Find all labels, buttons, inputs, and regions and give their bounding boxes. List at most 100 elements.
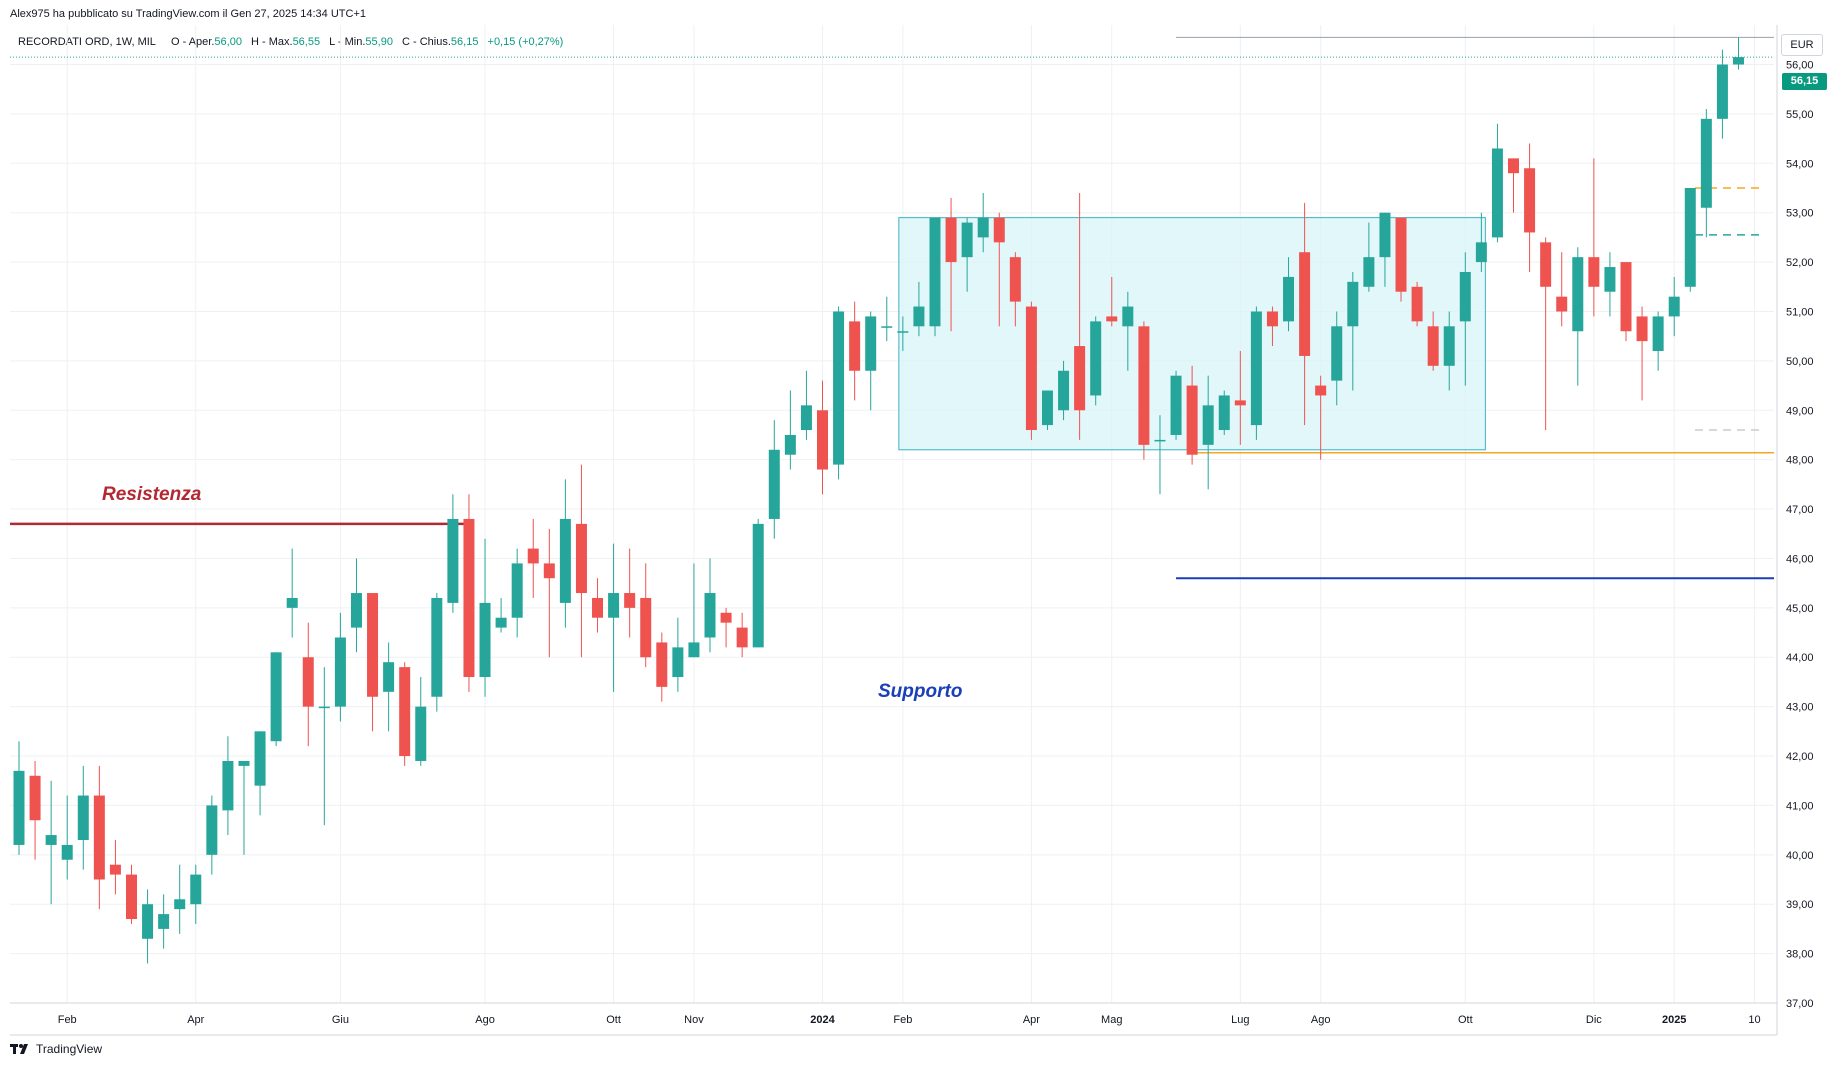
open-label: O - Aper. xyxy=(170,36,215,48)
candle-body xyxy=(1154,439,1166,442)
candle-body xyxy=(29,775,41,821)
candle xyxy=(350,558,362,653)
candle xyxy=(1058,360,1070,421)
candle-body xyxy=(656,642,668,687)
candle-body xyxy=(1090,321,1102,396)
currency-button[interactable]: EUR xyxy=(1781,34,1823,56)
candle xyxy=(1025,301,1037,440)
candle xyxy=(1202,375,1214,490)
candle xyxy=(1299,202,1311,426)
candle-body xyxy=(1283,276,1295,322)
candle xyxy=(13,741,25,855)
candle-body xyxy=(1556,296,1568,312)
candle-body xyxy=(1347,281,1359,327)
candle-body xyxy=(1331,326,1343,381)
candle xyxy=(1620,262,1632,342)
candle xyxy=(1443,311,1455,391)
candle xyxy=(543,528,555,658)
candle-body xyxy=(1186,385,1198,455)
candle-body xyxy=(511,563,523,618)
candle-body xyxy=(174,899,186,910)
candle xyxy=(1379,212,1391,287)
y-tick-label: 37,00 xyxy=(1786,998,1814,1010)
candle-body xyxy=(463,518,475,677)
candle-body xyxy=(1170,375,1182,435)
candle xyxy=(752,518,764,648)
x-tick-label: Ott xyxy=(1458,1014,1473,1026)
candle xyxy=(1074,192,1086,440)
candle xyxy=(672,617,684,692)
y-tick-label: 53,00 xyxy=(1786,208,1814,220)
y-tick-label: 46,00 xyxy=(1786,553,1814,565)
candle xyxy=(61,795,73,880)
candle xyxy=(511,548,523,638)
candle-body xyxy=(1604,267,1616,292)
x-tick-label: 10 xyxy=(1748,1014,1760,1026)
candle-body xyxy=(1106,316,1118,322)
close-label: C - Chius. xyxy=(402,36,451,48)
candle-body xyxy=(1074,346,1086,411)
candle xyxy=(1331,311,1343,406)
candle-body xyxy=(527,548,539,564)
candle xyxy=(270,652,282,747)
symbol-label[interactable]: RECORDATI ORD, 1W, MIL xyxy=(18,36,156,48)
brand-name: TradingView xyxy=(36,1042,103,1056)
y-tick-label: 56,00 xyxy=(1786,60,1814,72)
axes-layer: 37,00 38,00 39,00 40,00 41,00 42,00 43,00 44,00… xyxy=(10,25,1814,1036)
candle xyxy=(720,607,732,648)
candle xyxy=(1234,351,1246,445)
candle xyxy=(302,622,314,747)
candle xyxy=(415,677,427,766)
candle-body xyxy=(993,217,1005,243)
candle xyxy=(881,296,893,342)
candle xyxy=(945,197,957,332)
x-tick-label: Ago xyxy=(1311,1014,1331,1026)
candle-body xyxy=(624,593,636,608)
candle-body xyxy=(350,593,362,628)
candle xyxy=(897,316,909,351)
y-tick-label: 41,00 xyxy=(1786,800,1814,812)
candle-body xyxy=(1395,217,1407,292)
candle-body xyxy=(1218,395,1230,431)
candle-body xyxy=(158,914,170,929)
candle-body xyxy=(206,805,218,855)
y-tick-label: 52,00 xyxy=(1786,257,1814,269)
candle xyxy=(190,864,202,924)
candle-body xyxy=(1250,311,1262,426)
candle xyxy=(142,889,154,964)
candle-body xyxy=(1009,257,1021,302)
candle xyxy=(254,731,266,816)
candle xyxy=(399,662,411,766)
candle-body xyxy=(672,647,684,677)
candle-body xyxy=(383,662,395,692)
candle xyxy=(1315,375,1327,460)
candle-body xyxy=(1700,118,1712,208)
open-value: 56,00 xyxy=(214,36,242,48)
x-tick-label: 2025 xyxy=(1662,1014,1686,1026)
candle xyxy=(334,612,346,722)
publisher-caption: Alex975 ha pubblicato su TradingView.com… xyxy=(10,8,366,20)
y-tick-label: 51,00 xyxy=(1786,306,1814,318)
x-tick-label: Feb xyxy=(58,1014,77,1026)
candle-body xyxy=(543,563,555,579)
candle-body xyxy=(125,874,137,920)
tradingview-brand[interactable]: TradingView xyxy=(10,1042,102,1056)
x-tick-label: Giu xyxy=(332,1014,349,1026)
x-tick-label: Lug xyxy=(1231,1014,1249,1026)
candle-body xyxy=(897,331,909,333)
change-value: +0,15 (+0,27%) xyxy=(487,36,564,48)
candle-body xyxy=(1540,242,1552,287)
x-tick-label: Mag xyxy=(1101,1014,1122,1026)
candle-body xyxy=(817,410,828,470)
candle xyxy=(1347,271,1359,391)
candle-body xyxy=(415,706,427,761)
candle-body xyxy=(61,844,73,860)
candle xyxy=(1588,158,1600,317)
candle xyxy=(865,311,877,411)
candle-body xyxy=(1620,262,1632,332)
candle xyxy=(463,494,475,692)
close-value: 56,15 xyxy=(450,36,479,48)
candle xyxy=(1636,306,1648,401)
candle-body xyxy=(592,597,604,618)
